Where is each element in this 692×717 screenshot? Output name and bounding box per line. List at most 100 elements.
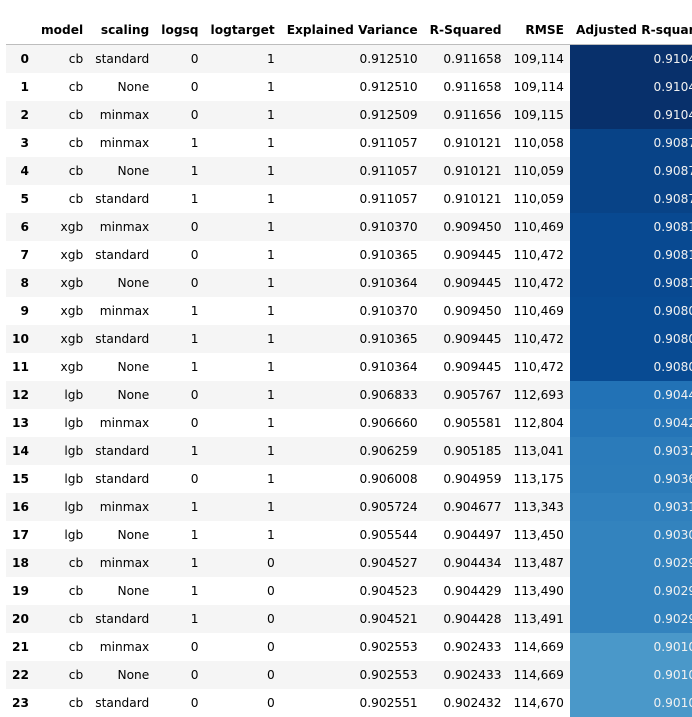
logsq-header: logsq	[155, 16, 204, 45]
explained-variance-header: Explained Variance	[281, 16, 424, 45]
rmse-cell: 113,490	[508, 577, 570, 605]
logtarget-cell: 1	[205, 325, 281, 353]
explained-variance-cell: 0.902551	[281, 689, 424, 717]
row-index: 16	[6, 493, 35, 521]
scaling-header: scaling	[89, 16, 155, 45]
rmse-cell: 113,491	[508, 605, 570, 633]
explained-variance-cell: 0.906660	[281, 409, 424, 437]
rmse-cell: 113,450	[508, 521, 570, 549]
explained-variance-cell: 0.906008	[281, 465, 424, 493]
model-cell: lgb	[35, 437, 89, 465]
logtarget-cell: 1	[205, 241, 281, 269]
logtarget-cell: 1	[205, 381, 281, 409]
scaling-cell: None	[89, 157, 155, 185]
logtarget-cell: 1	[205, 213, 281, 241]
logsq-cell: 1	[155, 605, 204, 633]
table-row: 19cbNone100.9045230.904429113,4900.90294…	[6, 577, 692, 605]
scaling-cell: None	[89, 381, 155, 409]
adjusted-r-squared-cell: 0.902947	[570, 577, 692, 605]
row-index: 5	[6, 185, 35, 213]
scaling-cell: None	[89, 269, 155, 297]
logsq-cell: 0	[155, 73, 204, 101]
scaling-cell: standard	[89, 689, 155, 717]
logsq-cell: 0	[155, 101, 204, 129]
scaling-cell: None	[89, 577, 155, 605]
r-squared-cell: 0.905581	[424, 409, 508, 437]
logsq-cell: 1	[155, 521, 204, 549]
explained-variance-cell: 0.906259	[281, 437, 424, 465]
adjusted-r-squared-cell: 0.908045	[570, 297, 692, 325]
scaling-cell: standard	[89, 185, 155, 213]
logtarget-cell: 1	[205, 409, 281, 437]
model-cell: lgb	[35, 381, 89, 409]
logtarget-cell: 1	[205, 269, 281, 297]
model-cell: xgb	[35, 353, 89, 381]
model-cell: xgb	[35, 325, 89, 353]
adjusted-r-squared-cell: 0.901058	[570, 689, 692, 717]
scaling-cell: standard	[89, 465, 155, 493]
model-cell: cb	[35, 577, 89, 605]
model-cell: cb	[35, 101, 89, 129]
adjusted-r-squared-cell: 0.908727	[570, 157, 692, 185]
logsq-cell: 1	[155, 297, 204, 325]
row-index: 12	[6, 381, 35, 409]
logtarget-header: logtarget	[205, 16, 281, 45]
adjusted-r-squared-cell: 0.910414	[570, 45, 692, 74]
rmse-cell: 112,804	[508, 409, 570, 437]
header-row: model scaling logsq logtarget Explained …	[6, 16, 692, 45]
model-cell: lgb	[35, 493, 89, 521]
logtarget-cell: 1	[205, 185, 281, 213]
logsq-cell: 1	[155, 325, 204, 353]
rmse-cell: 110,059	[508, 157, 570, 185]
rmse-cell: 110,469	[508, 213, 570, 241]
explained-variance-cell: 0.902553	[281, 633, 424, 661]
row-index: 21	[6, 633, 35, 661]
scaling-cell: None	[89, 661, 155, 689]
rmse-cell: 110,469	[508, 297, 570, 325]
table-row: 11xgbNone110.9103640.909445110,4720.9080…	[6, 353, 692, 381]
scaling-cell: minmax	[89, 633, 155, 661]
explained-variance-cell: 0.912509	[281, 101, 424, 129]
r-squared-cell: 0.911658	[424, 73, 508, 101]
adjusted-r-squared-cell: 0.903199	[570, 493, 692, 521]
logsq-cell: 0	[155, 381, 204, 409]
results-table: model scaling logsq logtarget Explained …	[6, 16, 692, 717]
model-cell: lgb	[35, 521, 89, 549]
rmse-cell: 110,058	[508, 129, 570, 157]
row-index: 13	[6, 409, 35, 437]
logtarget-cell: 1	[205, 493, 281, 521]
model-cell: cb	[35, 129, 89, 157]
adjusted-r-squared-header: Adjusted R-squared	[570, 16, 692, 45]
rmse-cell: 110,472	[508, 325, 570, 353]
rmse-cell: 114,670	[508, 689, 570, 717]
row-index: 1	[6, 73, 35, 101]
table-header: model scaling logsq logtarget Explained …	[6, 16, 692, 45]
r-squared-cell: 0.904959	[424, 465, 508, 493]
rmse-cell: 109,115	[508, 101, 570, 129]
logsq-cell: 0	[155, 45, 204, 74]
r-squared-cell: 0.909445	[424, 241, 508, 269]
model-cell: cb	[35, 157, 89, 185]
model-cell: cb	[35, 549, 89, 577]
model-cell: cb	[35, 73, 89, 101]
scaling-cell: minmax	[89, 101, 155, 129]
logtarget-cell: 1	[205, 129, 281, 157]
explained-variance-cell: 0.911057	[281, 185, 424, 213]
logtarget-cell: 0	[205, 633, 281, 661]
logsq-cell: 1	[155, 493, 204, 521]
row-index: 18	[6, 549, 35, 577]
scaling-cell: minmax	[89, 213, 155, 241]
model-cell: cb	[35, 661, 89, 689]
r-squared-cell: 0.904428	[424, 605, 508, 633]
adjusted-r-squared-cell: 0.901060	[570, 661, 692, 689]
scaling-cell: minmax	[89, 297, 155, 325]
scaling-cell: minmax	[89, 409, 155, 437]
